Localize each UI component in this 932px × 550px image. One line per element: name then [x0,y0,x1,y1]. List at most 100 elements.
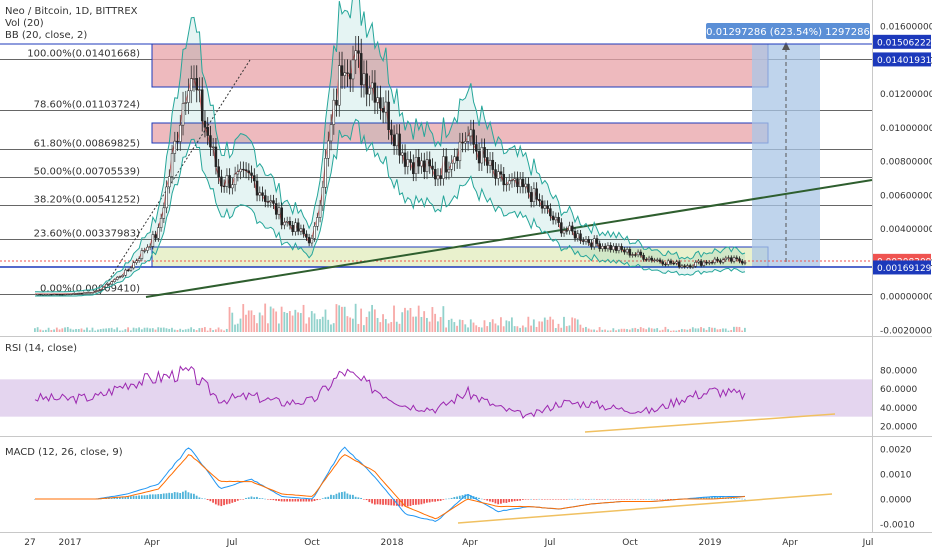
volume-bar [165,328,168,332]
trend-line[interactable] [145,179,873,298]
volume-bar [483,320,486,332]
candle-body [620,246,623,250]
volume-bar [426,317,428,332]
macd-histogram-bar [634,499,637,500]
macd-histogram-bar [217,499,220,506]
candle-body [532,188,536,203]
candle-body [170,153,174,177]
candle-body [222,185,226,188]
volume-bar [149,328,151,332]
volume-bar [319,319,321,332]
candle-body [168,176,171,188]
volume-bar [129,330,132,332]
macd-histogram-bar [146,495,149,499]
macd-histogram-bar [475,496,478,499]
candle-body [598,243,601,250]
macd-histogram-bar [530,498,532,500]
macd-histogram-bar [327,496,330,499]
macd-histogram-bar [617,499,620,500]
time-axis[interactable]: 27 2017 Apr Jul Oct 2018 Apr Jul Oct 2019 Apr Jul [24,538,873,548]
macd-histogram-bar [467,494,469,499]
volume-bar [683,329,686,332]
candle-body [691,265,695,268]
candle-body [335,99,338,106]
volume-bar [467,327,469,332]
candle-body [636,251,640,256]
macd-histogram-bar [253,497,256,499]
macd-histogram-bar [491,499,494,503]
candle-body [184,102,188,104]
candle-body [359,53,363,86]
macd-histogram-bar [138,495,140,499]
volume-bar [554,328,557,332]
macd-histogram-bar [642,499,645,500]
macd-histogram-bar [576,499,579,500]
macd-histogram-bar [661,499,664,500]
candle-body [431,165,434,170]
fibonacci-lines: 100.00%(0.01401668) 78.60%(0.01103724) 61.… [0,49,872,295]
signal-line [35,454,746,520]
macd-histogram-bar [398,499,401,507]
macd-histogram-bar [113,497,116,499]
macd-histogram-bar [272,499,275,501]
volume-bar [151,328,154,332]
volume-bar [77,329,80,332]
macd-histogram-bar [127,496,130,499]
macd-histogram-bar [360,497,363,499]
volume-bar [157,327,160,332]
candle-body [573,230,577,239]
macd-histogram-bar [231,499,234,503]
macd-histogram-bar [461,495,464,499]
macd-histogram-bar [552,499,554,500]
volume-bar [80,328,83,332]
volume-bar [91,327,94,332]
volume-bar [735,326,738,332]
macd-histogram-bar [543,499,546,500]
candle-body [423,160,426,172]
volume-bar [173,329,176,332]
macd-histogram-bar [478,497,480,499]
candle-body [305,233,308,238]
macd-histogram-bar [297,499,299,502]
rsi-tick-label: 60.0000 [880,385,917,395]
volume-bar [595,330,598,332]
candle-body [549,208,552,217]
candle-body [220,176,223,187]
candle-body [639,251,643,256]
volume-bar [245,314,247,332]
candle-body [280,207,283,226]
candle-body [373,82,377,103]
volume-bar [277,323,280,332]
candle-body [44,294,48,296]
macd-trend-line[interactable] [457,493,833,524]
volume-bar [648,327,650,332]
candle-body [516,178,519,187]
price-tick-label: 0.01200000 [880,90,932,100]
candle-body [543,205,547,209]
volume-bar [489,322,491,332]
volume-bar [722,328,724,332]
volume-bar [617,329,620,332]
candle-body [47,294,50,296]
volume-bar [401,312,404,332]
candle-body [507,180,511,185]
volume-bar [236,323,239,332]
volume-bar [305,323,308,332]
volume-bar [225,328,228,332]
rsi-trend-line[interactable] [584,413,836,433]
macd-histogram-bar [256,496,258,499]
fib-label: 61.80%(0.00869825) [34,139,140,150]
macd-histogram-bar [305,499,308,502]
candle-body [173,140,177,154]
volume-bar [220,329,223,332]
resistance-zone-top[interactable] [151,43,769,88]
candle-body [730,257,733,262]
candle-body [710,262,714,264]
macd-histogram-bar [124,496,127,499]
fib-label: 78.60%(0.01103724) [34,100,140,111]
price-axis[interactable]: 0.016000000.014000000.012000000.01000000… [873,23,932,531]
macd-histogram-bar [604,499,606,500]
candle-body [398,133,401,156]
time-tick-label: 2018 [381,538,404,548]
